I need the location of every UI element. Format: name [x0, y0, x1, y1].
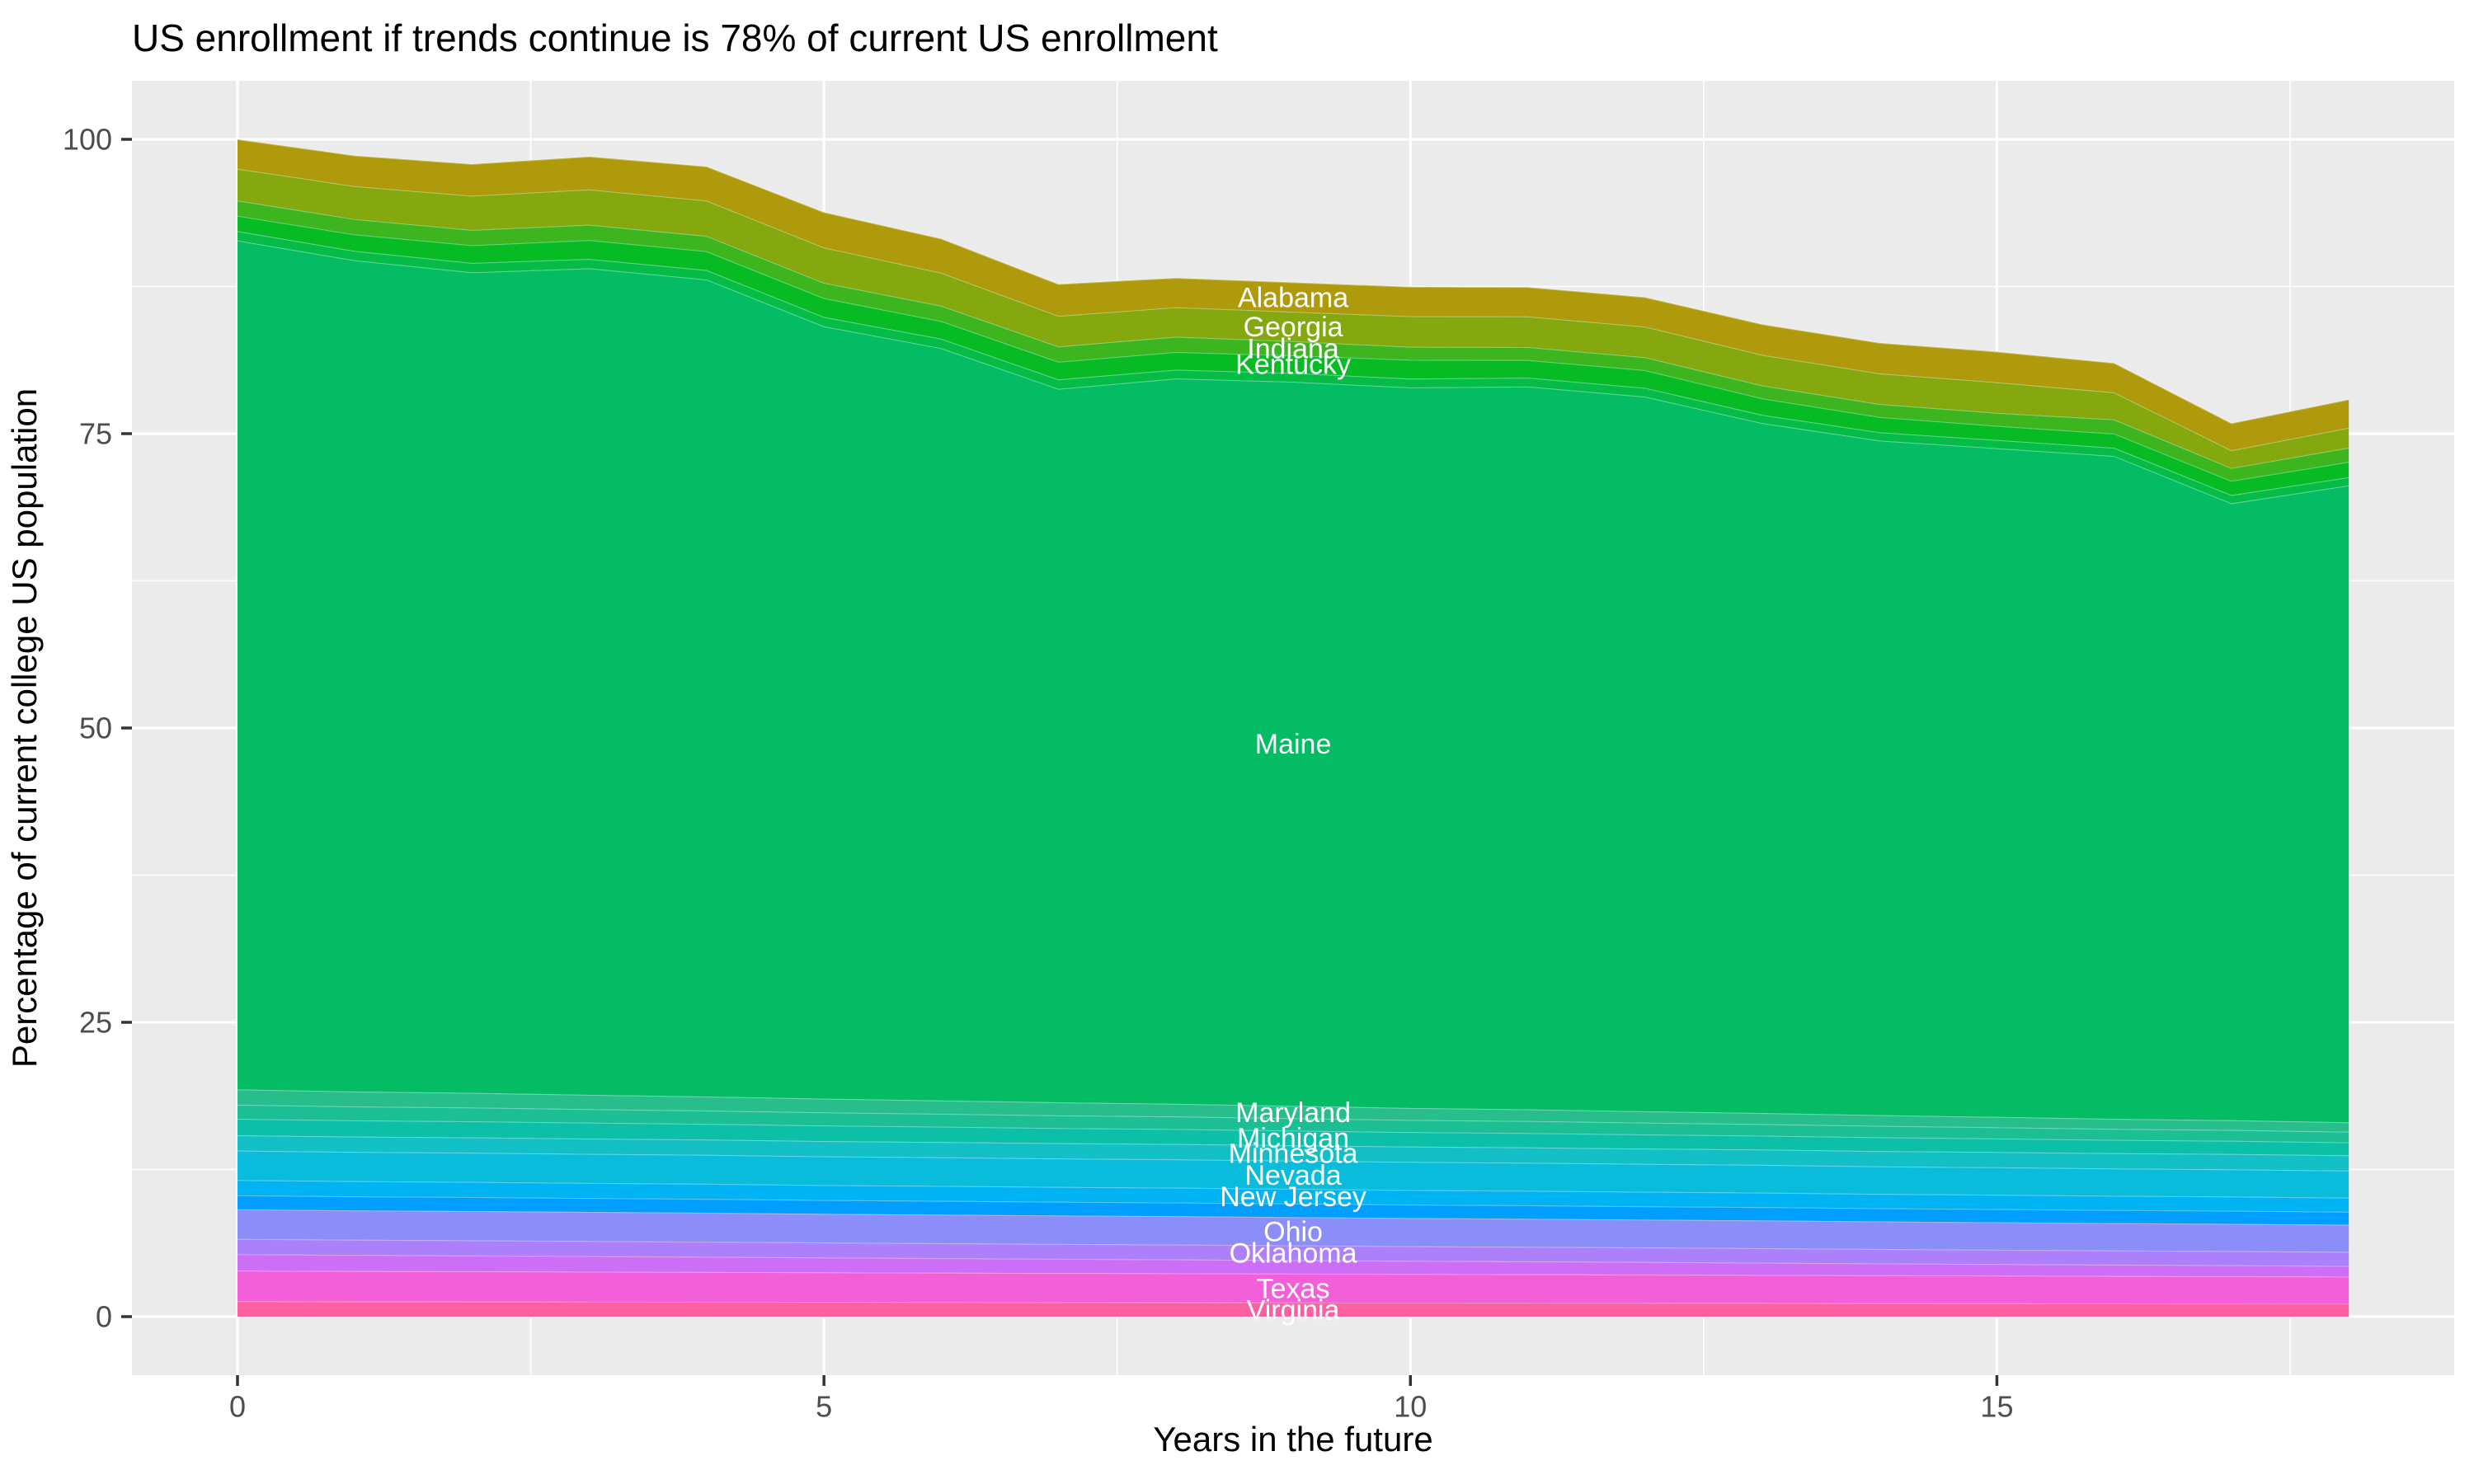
area-band-kentucky [238, 215, 2349, 495]
x-tick-label: 5 [816, 1390, 832, 1424]
area-band-new-jersey [238, 1180, 2349, 1212]
area-band-indiana [238, 200, 2349, 481]
stacked-area-bands [237, 139, 2349, 1317]
y-tick-label: 25 [79, 1006, 112, 1040]
area-band-ohio [238, 1209, 2349, 1252]
area-band-unlabeled-4 [238, 231, 2349, 504]
x-axis-title: Years in the future [1153, 1420, 1432, 1458]
band-label-kentucky: Kentucky [1235, 350, 1351, 381]
band-label-maryland: Maryland [1235, 1097, 1351, 1129]
area-band-georgia [238, 168, 2349, 468]
x-tick-label: 15 [1980, 1390, 2013, 1424]
chart-title: US enrollment if trends continue is 78% … [132, 16, 1218, 59]
band-label-ohio: Ohio [1263, 1216, 1323, 1247]
band-label-alabama: Alabama [1238, 282, 1348, 313]
y-tick-label: 75 [79, 417, 112, 451]
axis-ticks: 0 5 10 15 0 25 50 75 100 [63, 123, 2014, 1424]
band-label-maine: Maine [1255, 729, 1332, 760]
area-band-unlabeled-3 [238, 1104, 2349, 1143]
area-band-michigan [238, 1119, 2349, 1156]
band-label-new-jersey: New Jersey [1220, 1181, 1366, 1213]
band-label-indiana: Indiana [1247, 333, 1339, 364]
band-label-georgia: Georgia [1244, 312, 1343, 343]
x-tick-label: 0 [229, 1390, 246, 1424]
y-tick-label: 0 [96, 1300, 112, 1334]
y-axis-title: Percentage of current college US populat… [5, 388, 44, 1068]
band-label-texas: Texas [1257, 1273, 1330, 1304]
area-band-texas [238, 1270, 2349, 1304]
area-band-maine [238, 240, 2349, 1123]
area-band-maryland [238, 1089, 2349, 1132]
area-band-minnesota [238, 1135, 2349, 1171]
area-band-unlabeled-2 [238, 1195, 2349, 1225]
x-tick-label: 10 [1394, 1390, 1427, 1424]
band-label-virginia: Virginia [1247, 1294, 1340, 1326]
area-band-unlabeled-1 [238, 1254, 2349, 1277]
area-band-alabama [238, 139, 2349, 451]
y-tick-label: 100 [63, 123, 112, 157]
area-band-virginia [238, 1301, 2349, 1317]
area-band-nevada [238, 1150, 2349, 1198]
band-label-minnesota: Minnesota [1229, 1138, 1358, 1169]
area-band-oklahoma [238, 1238, 2349, 1266]
area-band-edge-alabama [237, 139, 2349, 425]
band-label-nevada: Nevada [1244, 1160, 1341, 1191]
band-label-oklahoma: Oklahoma [1230, 1237, 1357, 1269]
band-label-michigan: Michigan [1237, 1123, 1349, 1154]
y-tick-label: 50 [79, 711, 112, 745]
